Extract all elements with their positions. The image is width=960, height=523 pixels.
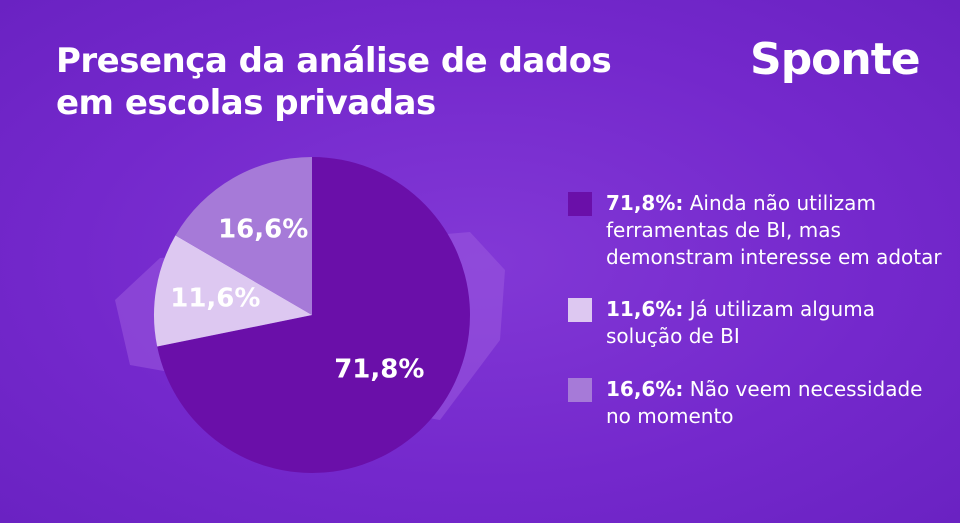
logo: Sponte	[750, 34, 921, 85]
pie-slice	[154, 235, 312, 347]
legend-item: 16,6%: Não veem necessidade no momento	[568, 376, 948, 430]
legend-swatch	[568, 298, 592, 322]
legend-text: 71,8%: Ainda não utilizam ferramentas de…	[606, 190, 948, 271]
legend-text: 16,6%: Não veem necessidade no momento	[606, 376, 948, 430]
legend-label: Não veem necessidade no momento	[606, 377, 923, 428]
slice-label: 71,8%	[334, 354, 424, 384]
pie-slice	[175, 157, 312, 315]
legend-text: 11,6%: Já utilizam alguma solução de BI	[606, 296, 948, 350]
legend-swatch	[568, 378, 592, 402]
legend-label: Já utilizam alguma solução de BI	[606, 297, 875, 348]
chart-title: Presença da análise de dados em escolas …	[56, 41, 612, 123]
legend-item: 71,8%: Ainda não utilizam ferramentas de…	[568, 190, 948, 271]
legend-key: 71,8%:	[606, 191, 684, 215]
pie-slice	[157, 157, 470, 473]
legend-swatch	[568, 192, 592, 216]
slice-label: 11,6%	[170, 284, 260, 314]
legend-label: Ainda não utilizam ferramentas de BI, ma…	[606, 191, 942, 269]
legend-key: 16,6%:	[606, 377, 684, 401]
legend-key: 11,6%:	[606, 297, 684, 321]
slice-label: 16,6%	[218, 215, 308, 245]
legend-item: 11,6%: Já utilizam alguma solução de BI	[568, 296, 948, 350]
